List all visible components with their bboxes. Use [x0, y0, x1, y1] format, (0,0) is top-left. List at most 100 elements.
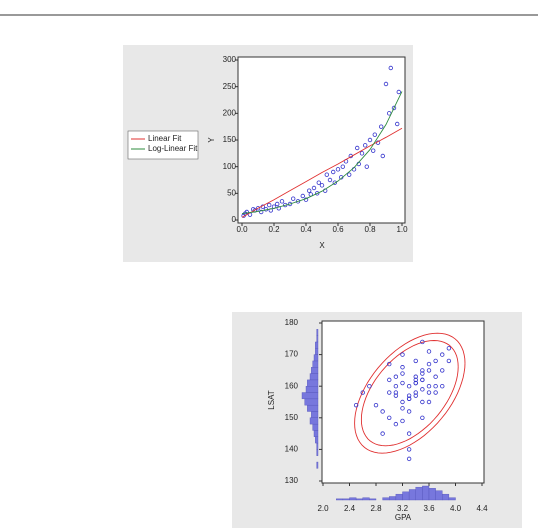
- y-tick-label: 180: [285, 318, 299, 327]
- x-histogram-bar: [402, 491, 410, 501]
- point: [446, 346, 452, 351]
- x-histogram-bar: [355, 498, 363, 501]
- point: [324, 172, 329, 177]
- x-histogram-bar: [395, 493, 403, 501]
- y-tick-label: 100: [223, 162, 237, 171]
- point: [275, 201, 280, 207]
- point: [400, 418, 405, 424]
- point: [387, 390, 392, 395]
- point: [420, 377, 425, 383]
- y-tick-label: 130: [285, 476, 299, 485]
- y-histogram-bar: [313, 430, 319, 437]
- point: [413, 390, 418, 395]
- x-histogram-bar: [382, 497, 390, 501]
- point: [433, 374, 438, 379]
- y-axis-label: Y: [207, 137, 216, 143]
- y-histogram-bar: [315, 341, 319, 349]
- point: [413, 377, 418, 383]
- y-histogram-bar: [316, 335, 319, 343]
- x-histogram-bar: [442, 493, 450, 501]
- point: [420, 371, 425, 376]
- point: [440, 352, 445, 357]
- point: [406, 456, 412, 462]
- x-histogram-bar: [342, 498, 350, 501]
- x-tick-label: 2.0: [317, 504, 329, 513]
- point: [393, 390, 399, 395]
- point: [279, 199, 285, 204]
- x-histogram-bar: [389, 496, 397, 501]
- point: [387, 361, 392, 367]
- point: [413, 374, 418, 379]
- point: [335, 167, 341, 172]
- point: [391, 105, 397, 111]
- density-ellipse: [360, 340, 459, 447]
- plot-frame: [321, 320, 485, 484]
- y-tick-label: 300: [223, 55, 237, 64]
- point: [400, 380, 405, 386]
- point: [426, 368, 432, 373]
- point: [367, 384, 372, 389]
- point: [259, 209, 264, 215]
- point: [387, 415, 392, 420]
- point: [307, 188, 312, 193]
- point: [367, 137, 373, 143]
- x-tick-label: 3.2: [397, 504, 409, 513]
- point: [379, 124, 384, 129]
- point: [364, 164, 369, 169]
- point: [433, 358, 438, 364]
- x-histogram-bar: [428, 488, 436, 501]
- x-histogram-bar: [336, 498, 344, 501]
- x-tick-label: 0.4: [300, 225, 312, 234]
- point: [413, 358, 418, 364]
- point: [426, 390, 432, 395]
- y-tick-label: 150: [285, 413, 299, 422]
- point: [400, 406, 405, 411]
- y-tick-label: 150: [223, 135, 237, 144]
- x-histogram-bar: [408, 489, 416, 501]
- x-tick-label: 0.2: [268, 225, 280, 234]
- point: [295, 199, 301, 204]
- point: [406, 431, 412, 436]
- x-tick-label: 3.6: [423, 504, 435, 513]
- point: [360, 390, 365, 395]
- point: [396, 89, 401, 95]
- point: [372, 132, 377, 137]
- point: [287, 201, 293, 207]
- y-tick-label: 140: [285, 445, 299, 454]
- y-histogram-bar: [313, 354, 319, 362]
- x-histogram-bar: [422, 485, 430, 501]
- x-tick-label: 0.6: [332, 225, 344, 234]
- point: [393, 421, 399, 427]
- point: [393, 393, 399, 398]
- point: [380, 153, 385, 159]
- legend-box: [127, 130, 199, 160]
- point: [400, 371, 405, 376]
- y-histogram-bar: [307, 404, 319, 412]
- point: [353, 402, 359, 408]
- y-tick-label: 170: [285, 350, 299, 359]
- point: [420, 387, 425, 392]
- x-tick-label: 4.4: [476, 504, 488, 513]
- point: [406, 384, 412, 389]
- y-histogram-bar: [316, 329, 319, 336]
- point: [316, 180, 321, 185]
- point: [387, 377, 392, 383]
- point: [393, 384, 399, 389]
- point: [420, 368, 425, 373]
- point: [426, 361, 432, 367]
- point: [332, 180, 337, 185]
- point: [388, 65, 393, 71]
- x-tick-label: 2.4: [344, 504, 356, 513]
- x-histogram-bar: [369, 498, 377, 501]
- point: [319, 183, 325, 188]
- x-histogram-bar: [448, 497, 456, 501]
- x-histogram-bar: [362, 497, 370, 501]
- point: [400, 365, 405, 370]
- point: [446, 358, 452, 364]
- point: [433, 384, 438, 389]
- y-histogram-bar: [309, 417, 319, 425]
- x-tick-label: 1.0: [396, 225, 408, 234]
- point: [267, 202, 272, 208]
- plot-frame: [237, 56, 406, 224]
